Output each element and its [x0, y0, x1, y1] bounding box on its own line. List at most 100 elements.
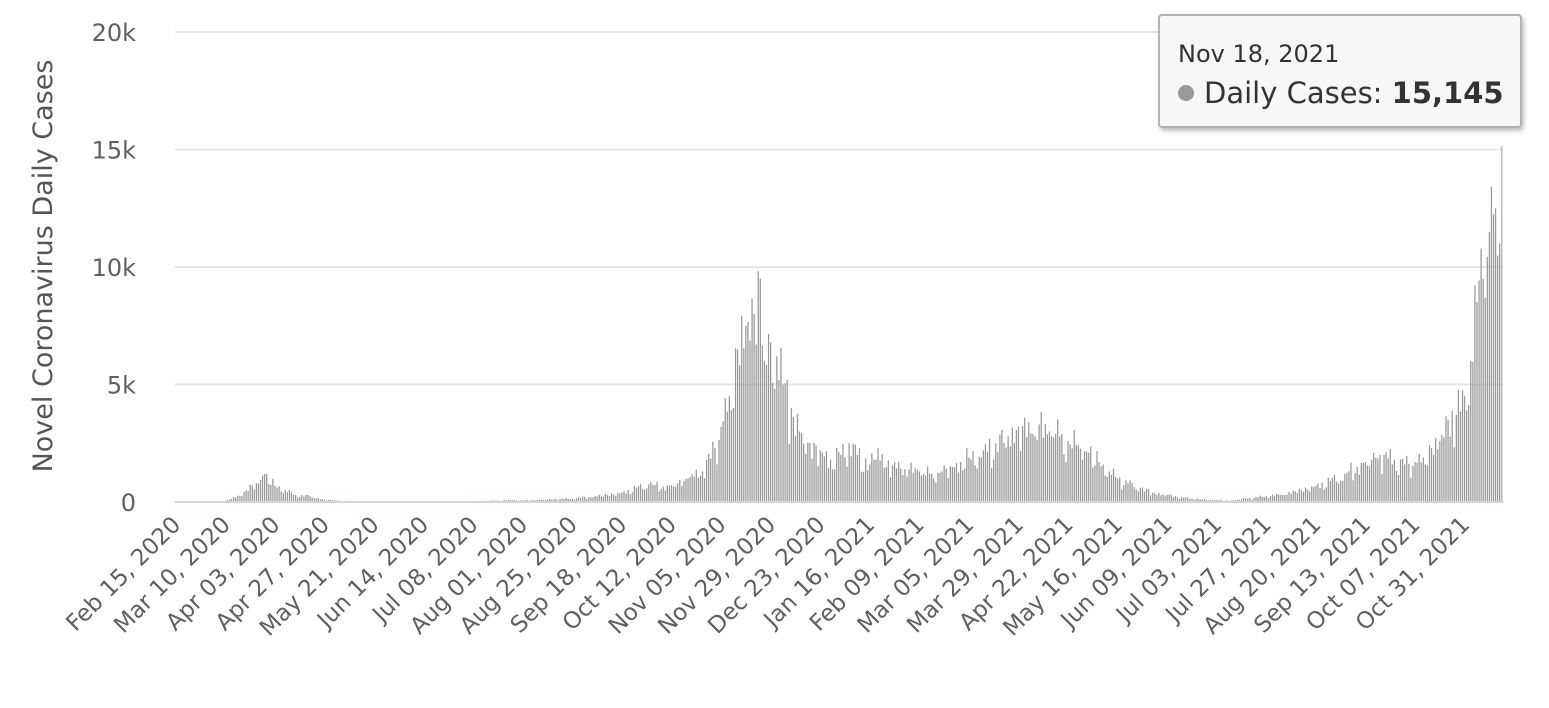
bar[interactable]	[1113, 469, 1114, 502]
bar[interactable]	[291, 492, 292, 502]
bar[interactable]	[1319, 488, 1320, 502]
bar[interactable]	[256, 483, 257, 502]
bar[interactable]	[274, 486, 275, 502]
bar[interactable]	[915, 468, 916, 502]
bar[interactable]	[665, 490, 666, 502]
bar[interactable]	[917, 470, 918, 502]
bar[interactable]	[1321, 483, 1322, 502]
bar[interactable]	[1348, 471, 1349, 502]
bar[interactable]	[902, 475, 903, 502]
bar[interactable]	[258, 484, 259, 502]
bar[interactable]	[640, 484, 641, 502]
bar[interactable]	[801, 433, 802, 502]
bar[interactable]	[944, 465, 945, 502]
bar[interactable]	[677, 483, 678, 502]
bar[interactable]	[646, 488, 647, 502]
bar[interactable]	[873, 460, 874, 502]
bar[interactable]	[787, 380, 788, 502]
bar[interactable]	[1313, 487, 1314, 502]
bar[interactable]	[1301, 490, 1302, 502]
bar[interactable]	[733, 408, 734, 502]
bar[interactable]	[1487, 257, 1488, 502]
bar[interactable]	[1039, 424, 1040, 502]
bar[interactable]	[861, 472, 862, 502]
bar[interactable]	[1371, 460, 1372, 502]
bar[interactable]	[1474, 285, 1475, 502]
bar[interactable]	[979, 457, 980, 502]
bar[interactable]	[254, 489, 255, 502]
bar[interactable]	[892, 465, 893, 502]
bar[interactable]	[252, 485, 253, 502]
bar[interactable]	[970, 460, 971, 502]
bar[interactable]	[919, 471, 920, 502]
bar[interactable]	[1305, 487, 1306, 502]
bar[interactable]	[689, 477, 690, 502]
bar[interactable]	[974, 465, 975, 502]
bar[interactable]	[630, 494, 631, 502]
bar[interactable]	[1103, 465, 1104, 502]
bar[interactable]	[972, 451, 973, 502]
bar[interactable]	[1404, 464, 1405, 502]
bar[interactable]	[838, 452, 839, 502]
bar[interactable]	[1150, 495, 1151, 502]
bar[interactable]	[1431, 448, 1432, 502]
bar[interactable]	[828, 468, 829, 502]
bar[interactable]	[834, 469, 835, 502]
bar[interactable]	[1454, 447, 1455, 502]
bar[interactable]	[1357, 467, 1358, 502]
bar[interactable]	[1437, 449, 1438, 502]
bar[interactable]	[809, 443, 810, 502]
bar[interactable]	[1311, 486, 1312, 502]
bar[interactable]	[1324, 490, 1325, 502]
bar[interactable]	[656, 482, 657, 502]
bar[interactable]	[725, 398, 726, 502]
bar[interactable]	[1373, 453, 1374, 502]
bar[interactable]	[1435, 438, 1436, 502]
bar[interactable]	[904, 469, 905, 502]
bar[interactable]	[634, 486, 635, 502]
bar[interactable]	[770, 342, 771, 502]
bar[interactable]	[1466, 410, 1467, 502]
bar[interactable]	[913, 473, 914, 502]
bar[interactable]	[1010, 446, 1011, 502]
bar[interactable]	[675, 487, 676, 502]
bar[interactable]	[729, 396, 730, 502]
bar[interactable]	[266, 474, 267, 502]
bar[interactable]	[840, 455, 841, 502]
bar[interactable]	[896, 468, 897, 502]
bar[interactable]	[960, 462, 961, 502]
bar[interactable]	[268, 484, 269, 502]
bar[interactable]	[1142, 488, 1143, 502]
bar[interactable]	[749, 340, 750, 502]
bar[interactable]	[923, 474, 924, 502]
bar[interactable]	[1423, 457, 1424, 502]
bar[interactable]	[1468, 405, 1469, 502]
bar[interactable]	[1429, 445, 1430, 502]
bar[interactable]	[1375, 457, 1376, 502]
bar[interactable]	[929, 474, 930, 502]
bar[interactable]	[962, 471, 963, 502]
bar[interactable]	[301, 495, 302, 502]
bar[interactable]	[1460, 411, 1461, 502]
bar[interactable]	[260, 480, 261, 502]
bar[interactable]	[1338, 483, 1339, 502]
bar[interactable]	[1408, 464, 1409, 502]
bar[interactable]	[1111, 475, 1112, 502]
bar[interactable]	[1303, 492, 1304, 502]
bar[interactable]	[931, 474, 932, 502]
bar[interactable]	[1156, 495, 1157, 502]
bar[interactable]	[1121, 490, 1122, 502]
bar[interactable]	[1008, 436, 1009, 502]
bar[interactable]	[989, 439, 990, 502]
bar[interactable]	[1055, 434, 1056, 502]
bar[interactable]	[1084, 451, 1085, 502]
bar[interactable]	[1158, 493, 1159, 502]
bar[interactable]	[1107, 477, 1108, 502]
bar[interactable]	[1284, 495, 1285, 502]
bar[interactable]	[1363, 463, 1364, 502]
bar[interactable]	[1369, 466, 1370, 502]
bar[interactable]	[1410, 478, 1411, 502]
bar[interactable]	[832, 469, 833, 502]
bar[interactable]	[774, 389, 775, 502]
bar[interactable]	[1280, 495, 1281, 502]
